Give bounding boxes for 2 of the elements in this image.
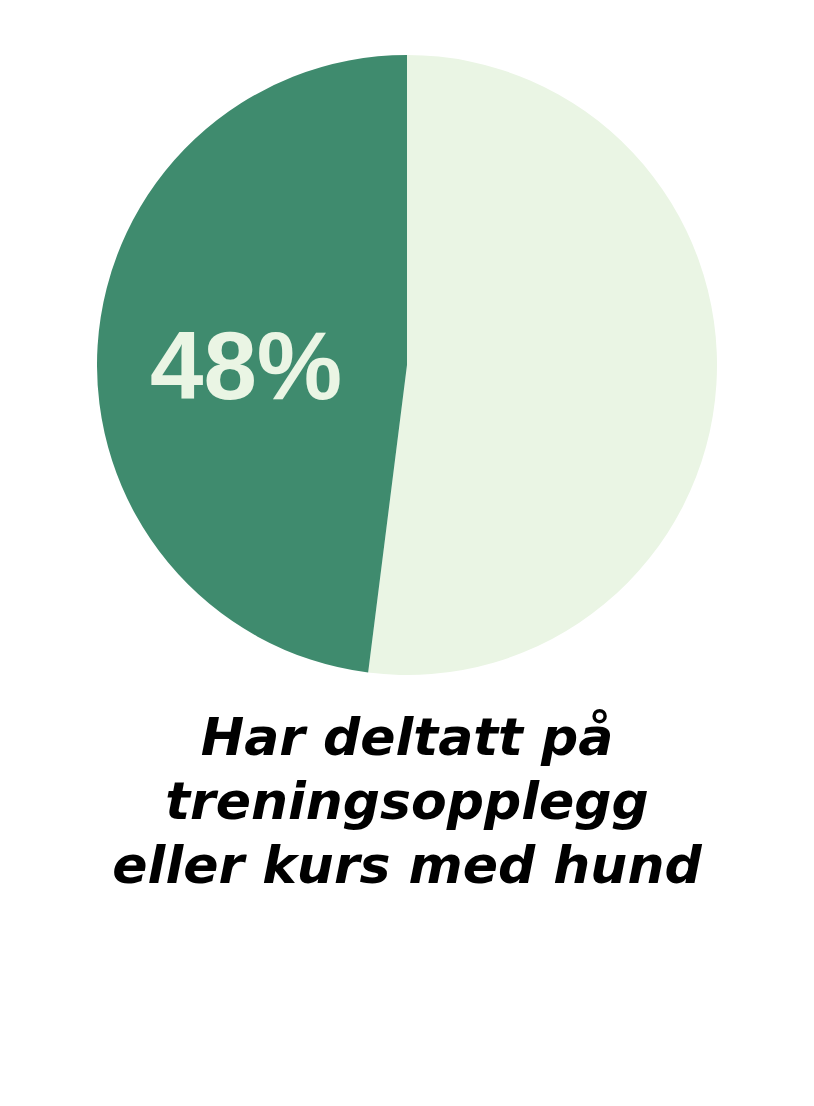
data-label: 48% xyxy=(150,312,343,420)
text: Har deltatt på treningsopplegg eller kurs med hund xyxy=(111,706,703,897)
